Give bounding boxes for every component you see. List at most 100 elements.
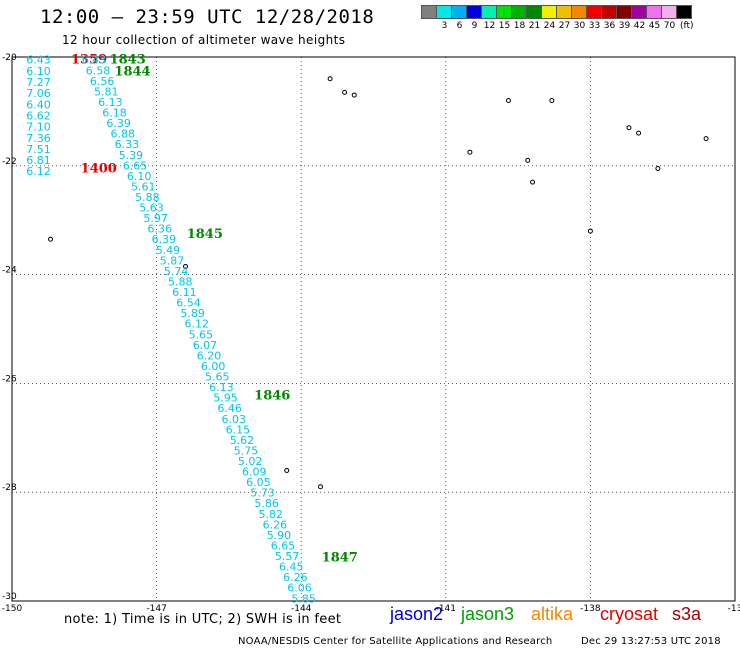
scale-tick-label: 70	[663, 21, 676, 31]
legend-jason3: jason3	[461, 604, 515, 624]
swh-value-label: 6.20	[197, 349, 222, 362]
scale-tick-label: 9	[471, 21, 478, 31]
swh-value-label: 5.90	[267, 529, 292, 542]
color-scale: 3 6 9 12 15 18 21 24 27 30 33 36 39 42 45 70 (ft)	[421, 5, 694, 33]
swh-value-label: 6.00	[201, 360, 226, 373]
scale-tick-label: 33	[588, 21, 601, 31]
pass-time-label: 1847	[322, 550, 358, 565]
island-outline	[183, 263, 189, 269]
island-outline	[549, 98, 555, 104]
pass-time-label: 1843	[110, 53, 146, 68]
island-outline	[505, 98, 511, 104]
swh-value-label: 5.81	[94, 85, 119, 98]
longitude-tick-label: -13	[728, 604, 740, 614]
swh-value-label: 5.65	[189, 328, 214, 341]
swh-value-label: 5.73	[250, 487, 275, 500]
legend-cryosat: cryosat	[600, 604, 659, 624]
swh-value-label: 6.03	[221, 413, 246, 426]
swh-value-label: 6.36	[147, 223, 172, 236]
scale-tick-label: 45	[648, 21, 661, 31]
swh-value-label: 5.63	[139, 202, 164, 215]
island-outline	[703, 136, 709, 142]
longitude-tick-label: -141	[436, 604, 456, 614]
swh-value-label: 5.97	[143, 212, 168, 225]
longitude-tick-label: -150	[2, 604, 23, 614]
island-outline	[317, 484, 323, 490]
footer-credit: NOAA/NESDIS Center for Satellite Applica…	[238, 636, 553, 647]
swh-value-label: 6.12	[26, 165, 51, 178]
latitude-tick-label: -22	[2, 157, 17, 167]
swh-value-label: 6.10	[127, 170, 152, 183]
island-outline	[342, 89, 348, 95]
longitude-tick-label: -144	[291, 604, 312, 614]
swh-value-label: 6.56	[90, 75, 115, 88]
island-outline	[327, 76, 333, 82]
swh-value-label: 6.13	[98, 96, 123, 109]
island-outline	[587, 228, 593, 234]
swh-value-label: 6.65	[123, 159, 148, 172]
swh-value-label: 5.88	[135, 191, 160, 204]
latitude-tick-label: -30	[2, 592, 17, 602]
swh-value-label: 6.12	[184, 318, 209, 331]
swh-value-label: 5.88	[168, 275, 193, 288]
island-outline	[467, 149, 473, 155]
swh-value-label: 6.07	[193, 339, 218, 352]
swh-value-label: 6.43	[26, 54, 51, 67]
swh-value-label: 6.40	[26, 98, 51, 111]
scale-unit: (ft)	[680, 21, 694, 31]
footer-timestamp: Dec 29 13:27:53 UTC 2018	[581, 636, 721, 647]
map-title: 12:00 – 23:59 UTC 12/28/2018	[40, 6, 375, 28]
scale-tick-label: 3	[441, 21, 448, 31]
scale-tick-label: 18	[513, 21, 526, 31]
swh-value-label: 6.62	[26, 109, 51, 122]
swh-value-label: 7.27	[26, 76, 51, 89]
swh-value-label: 7.51	[26, 143, 51, 156]
swh-value-label: 7.36	[26, 132, 51, 145]
swh-value-label: 5.85	[291, 592, 316, 605]
swh-value-label: 6.65	[271, 539, 296, 552]
swh-value-label: 5.75	[234, 444, 259, 457]
swh-value-label: 5.89	[180, 307, 205, 320]
island-outline	[525, 157, 531, 163]
swh-value-label: 6.15	[226, 423, 251, 436]
swh-value-label: 5.65	[205, 371, 230, 384]
swh-value-label: 5.39	[119, 149, 144, 162]
plot-frame	[11, 56, 736, 602]
island-outline	[351, 92, 357, 98]
swh-value-label: 6.45	[279, 561, 304, 574]
footer-note: note: 1) Time is in UTC; 2) SWH is in fe…	[64, 612, 342, 627]
longitude-tick-label: -147	[146, 604, 166, 614]
swh-value-label: 6.10	[26, 65, 51, 78]
island-outline	[626, 125, 632, 131]
swh-value-label: 6.26	[283, 571, 308, 584]
scale-tick-label: 27	[558, 21, 571, 31]
latitude-tick-label: -28	[2, 483, 17, 493]
legend-altika: altika	[531, 604, 574, 624]
map-subtitle: 12 hour collection of altimeter wave hei…	[62, 33, 346, 47]
island-outline	[530, 179, 536, 185]
swh-value-label: 6.46	[217, 402, 242, 415]
legend-s3a: s3a	[672, 604, 702, 624]
scale-swatch	[676, 5, 692, 19]
swh-value-label: 5.95	[213, 392, 238, 405]
legend-jason2: jason2	[390, 604, 444, 624]
scale-tick-label: 21	[528, 21, 541, 31]
swh-value-label: 5.49	[156, 244, 181, 257]
swh-value-label: 5.57	[275, 550, 300, 563]
swh-value-label: 6.26	[263, 518, 288, 531]
swh-value-label: 7.06	[26, 87, 51, 100]
swh-value-label: 6.05	[246, 476, 271, 489]
pass-time-label: 1400	[81, 162, 117, 177]
scale-tick-label: 24	[543, 21, 556, 31]
swh-value-label: 5.82	[258, 508, 283, 521]
scale-tick-label: 36	[603, 21, 616, 31]
longitude-tick-label: -138	[580, 604, 601, 614]
scale-tick-label: 15	[498, 21, 511, 31]
swh-value-label: 6.18	[102, 107, 127, 120]
swh-value-label: 6.54	[176, 297, 201, 310]
swh-value-label: 7.10	[26, 121, 51, 134]
swh-value-label: 6.58	[86, 64, 111, 77]
swh-value-label: 6.11	[172, 286, 197, 299]
swh-value-label: 5.61	[131, 180, 156, 193]
